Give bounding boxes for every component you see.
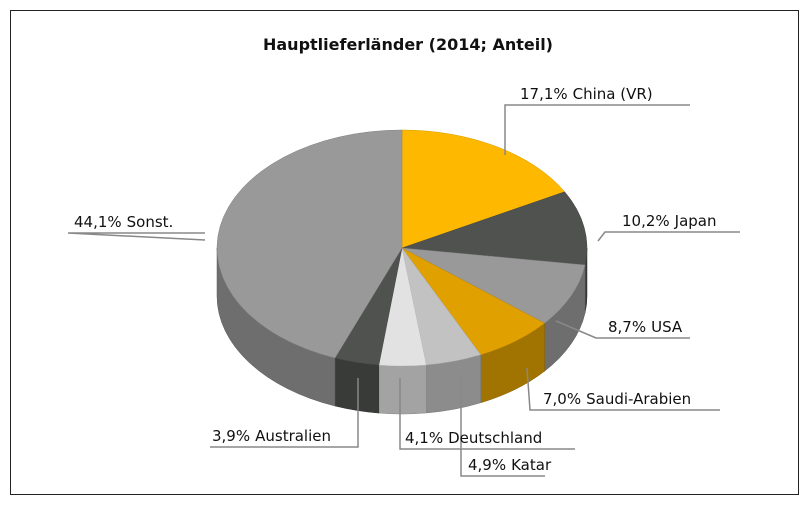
category-label: USA	[651, 318, 683, 336]
data-label: 3,9% Australien	[212, 427, 331, 445]
chart-title: Hauptlieferländer (2014; Anteil)	[263, 35, 553, 54]
leader-line	[597, 231, 740, 242]
leader-line	[460, 378, 545, 477]
leader-line	[504, 104, 690, 155]
leader-line	[67, 232, 206, 241]
value-label: 7,0%	[543, 390, 581, 408]
category-label: Sonst.	[127, 213, 174, 231]
pie-slice	[216, 129, 403, 359]
data-label: 17,1% China (VR)	[520, 85, 653, 103]
value-label: 44,1%	[74, 213, 122, 231]
category-label: Saudi-Arabien	[586, 390, 691, 408]
value-label: 4,9%	[468, 456, 506, 474]
value-label: 4,1%	[405, 429, 443, 447]
leader-line	[526, 367, 720, 411]
value-label: 3,9%	[212, 427, 250, 445]
pie-side	[334, 357, 380, 414]
category-label: China (VR)	[573, 85, 653, 103]
data-label: 7,0% Saudi-Arabien	[543, 390, 691, 408]
pie-sides	[216, 247, 588, 415]
leader-line	[399, 378, 575, 450]
value-label: 10,2%	[622, 212, 670, 230]
value-label: 8,7%	[608, 318, 646, 336]
category-label: Katar	[511, 456, 552, 474]
category-label: Deutschland	[448, 429, 542, 447]
data-label: 8,7% USA	[608, 318, 683, 336]
category-label: Japan	[674, 212, 717, 230]
data-label: 4,9% Katar	[468, 456, 552, 474]
pie-side	[378, 364, 427, 415]
data-label: 4,1% Deutschland	[405, 429, 542, 447]
pie-slice	[401, 247, 586, 324]
value-label: 17,1%	[520, 85, 568, 103]
data-label: 10,2% Japan	[622, 212, 717, 230]
pie-tops	[216, 129, 588, 367]
pie-slice	[401, 129, 566, 249]
data-label: 44,1% Sonst.	[74, 213, 173, 231]
pie-slice	[401, 191, 588, 266]
category-label: Australien	[255, 427, 331, 445]
leader-line	[555, 320, 690, 339]
leader-line	[210, 378, 359, 448]
